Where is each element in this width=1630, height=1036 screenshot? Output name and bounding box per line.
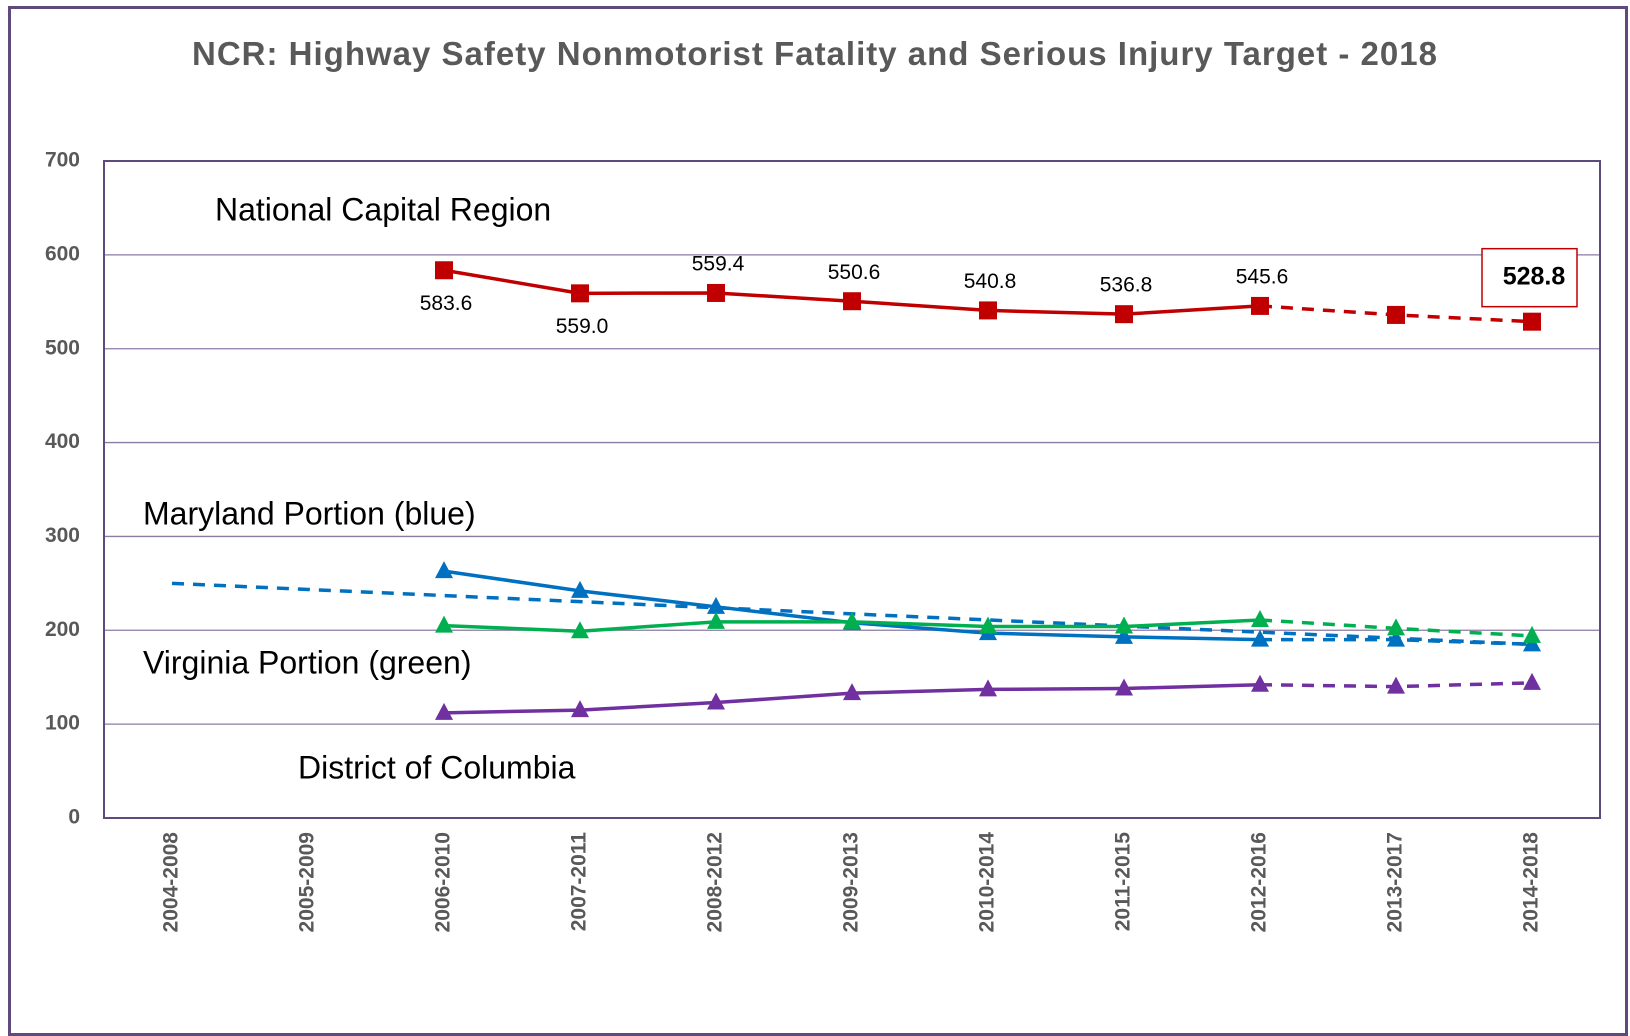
series-label: Virginia Portion (green) [143,644,471,680]
marker [435,615,453,633]
marker [843,292,861,311]
data-label: 559.0 [556,315,609,338]
marker [1387,305,1405,324]
marker [1115,626,1133,644]
y-tick-label: 500 [45,336,80,359]
x-tick-label: 2014-2018 [1520,832,1543,933]
y-tick-label: 0 [68,806,80,829]
label-box [1481,247,1578,308]
x-tick-label: 2007-2011 [568,832,591,932]
y-tick-label: 100 [45,712,80,735]
marker [979,301,997,320]
series-label: National Capital Region [215,191,551,227]
x-tick-label: 2008-2012 [704,832,727,932]
marker [707,692,725,710]
marker [1115,616,1133,634]
data-label: 559.4 [692,253,745,276]
marker [1523,672,1541,690]
data-label: 536.8 [1100,274,1153,297]
series-label: Maryland Portion (blue) [143,495,476,531]
data-label: 550.6 [828,261,881,284]
x-tick-label: 2006-2010 [432,832,455,932]
marker [843,683,861,701]
data-label: 528.8 [1503,262,1566,290]
series-label: District of Columbia [298,749,576,785]
marker [1523,312,1541,331]
marker [707,611,725,629]
marker [1251,674,1269,692]
data-label: 545.6 [1236,265,1289,288]
marker [435,561,453,579]
marker [571,700,589,718]
marker [707,283,725,302]
x-tick-label: 2004-2008 [160,832,183,933]
marker [571,621,589,639]
marker [1523,625,1541,643]
marker [435,261,453,280]
chart-title: NCR: Highway Safety Nonmotorist Fatality… [192,35,1438,72]
marker [1387,618,1405,636]
marker [1115,305,1133,324]
y-tick-label: 700 [45,149,80,172]
marker [1115,678,1133,696]
y-tick-label: 300 [45,524,80,547]
marker [843,611,861,629]
marker [1251,296,1269,315]
data-label: 583.6 [420,292,473,315]
x-tick-label: 2012-2016 [1248,832,1271,932]
y-tick-label: 400 [45,430,80,453]
x-tick-label: 2013-2017 [1384,832,1407,932]
y-tick-label: 600 [45,242,80,265]
x-tick-label: 2005-2009 [296,832,319,932]
x-tick-label: 2009-2013 [840,832,863,932]
marker [1387,676,1405,694]
marker [979,616,997,634]
marker [571,284,589,303]
x-tick-label: 2010-2014 [976,832,999,933]
data-label: 540.8 [964,270,1017,293]
marker [571,580,589,598]
marker [979,679,997,697]
x-tick-label: 2011-2015 [1112,832,1135,932]
marker [435,702,453,720]
marker [1251,629,1269,647]
plot-area [103,160,1601,819]
marker [1251,609,1269,627]
y-tick-label: 200 [45,618,80,641]
